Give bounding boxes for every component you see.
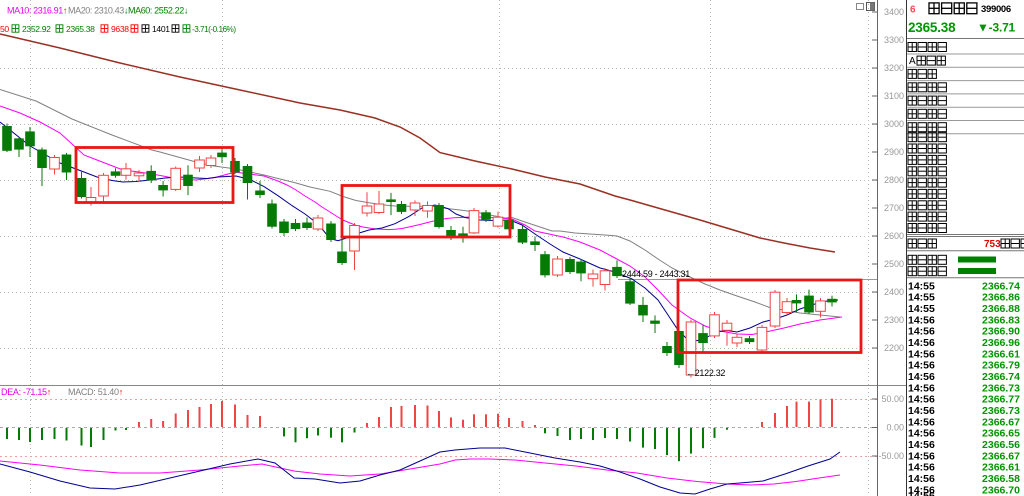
svg-text:2366.67: 2366.67 — [982, 416, 1020, 428]
svg-text:1401: 1401 — [152, 24, 170, 34]
svg-text:14:56: 14:56 — [908, 439, 935, 451]
svg-text:2366.74: 2366.74 — [982, 280, 1020, 292]
svg-text:2366.77: 2366.77 — [982, 394, 1020, 406]
svg-text:14:56: 14:56 — [908, 371, 935, 383]
svg-text:14:56: 14:56 — [908, 360, 935, 372]
svg-text:14:56: 14:56 — [908, 462, 935, 474]
svg-text:14:56: 14:56 — [908, 484, 935, 496]
svg-text:14:56: 14:56 — [908, 450, 935, 462]
svg-text:2366.74: 2366.74 — [982, 371, 1020, 383]
svg-text:2366.79: 2366.79 — [982, 360, 1020, 372]
svg-text:3300: 3300 — [884, 35, 904, 45]
svg-text:14:56: 14:56 — [908, 326, 935, 338]
svg-text:50.00: 50.00 — [881, 394, 904, 404]
svg-text:2600: 2600 — [884, 231, 904, 241]
svg-text:2366.96: 2366.96 — [982, 337, 1020, 349]
svg-text:9638: 9638 — [111, 24, 129, 34]
svg-text:MA10: 2316.91↑MA20: 2310.43↓MA: MA10: 2316.91↑MA20: 2310.43↓MA60: 2552.2… — [7, 6, 188, 16]
svg-text:2366.86: 2366.86 — [982, 292, 1020, 304]
svg-text:2366.70: 2366.70 — [982, 484, 1020, 496]
svg-text:2366.65: 2366.65 — [982, 428, 1020, 440]
svg-text:14:55: 14:55 — [908, 292, 935, 304]
svg-text:399006: 399006 — [981, 4, 1011, 15]
svg-text:14:56: 14:56 — [908, 337, 935, 349]
svg-text:A: A — [909, 56, 916, 67]
svg-text:2200: 2200 — [884, 343, 904, 353]
svg-text:-3.71(-0.16%): -3.71(-0.16%) — [192, 25, 236, 34]
svg-text:2365.38: 2365.38 — [908, 20, 956, 35]
svg-text:2366.61: 2366.61 — [982, 462, 1020, 474]
svg-text:2366.88: 2366.88 — [982, 303, 1020, 315]
svg-text:14:55: 14:55 — [908, 303, 935, 315]
svg-text:753: 753 — [984, 239, 1001, 250]
svg-text:-50.00: -50.00 — [878, 451, 904, 461]
svg-text:14:55: 14:55 — [908, 280, 935, 292]
svg-text:3100: 3100 — [884, 91, 904, 101]
svg-text:2400: 2400 — [884, 287, 904, 297]
svg-text:←2122.32: ←2122.32 — [686, 368, 725, 378]
svg-text:2800: 2800 — [884, 175, 904, 185]
svg-text:14:56: 14:56 — [908, 314, 935, 326]
svg-text:2366.83: 2366.83 — [982, 314, 1020, 326]
svg-text:14:56: 14:56 — [908, 428, 935, 440]
svg-text:14:56: 14:56 — [908, 490, 935, 496]
svg-text:2365.38: 2365.38 — [66, 24, 95, 34]
svg-text:3000: 3000 — [884, 119, 904, 129]
svg-text:14:56: 14:56 — [908, 382, 935, 394]
svg-text:14:56: 14:56 — [908, 394, 935, 406]
svg-text:2366.67: 2366.67 — [982, 450, 1020, 462]
svg-text:14:56: 14:56 — [908, 416, 935, 428]
svg-text:2366.56: 2366.56 — [982, 439, 1020, 451]
svg-text:14:56: 14:56 — [908, 348, 935, 360]
svg-text:2900: 2900 — [884, 147, 904, 157]
svg-text:2444.59 - 2443.31: 2444.59 - 2443.31 — [622, 269, 690, 279]
svg-text:DEA: -71.15↑MACD: 51.40↑: DEA: -71.15↑ MACD: 51.40↑ — [1, 387, 123, 397]
svg-text:14:56: 14:56 — [908, 473, 935, 485]
svg-text:0.00: 0.00 — [886, 423, 904, 433]
svg-text:2352.92: 2352.92 — [22, 24, 51, 34]
svg-text:2366.90: 2366.90 — [982, 326, 1020, 338]
svg-text:3200: 3200 — [884, 63, 904, 73]
svg-text:14:56: 14:56 — [908, 405, 935, 417]
svg-text:2300: 2300 — [884, 315, 904, 325]
svg-text:6: 6 — [910, 5, 916, 16]
svg-text:2500: 2500 — [884, 259, 904, 269]
svg-text:3400: 3400 — [884, 7, 904, 17]
svg-text:50: 50 — [0, 24, 9, 34]
svg-text:2366.73: 2366.73 — [982, 405, 1020, 417]
svg-text:2366.73: 2366.73 — [982, 382, 1020, 394]
svg-text:2366.58: 2366.58 — [982, 473, 1020, 485]
svg-text:▼-3.71: ▼-3.71 — [977, 21, 1016, 35]
svg-text:2366.61: 2366.61 — [982, 348, 1020, 360]
svg-text:2700: 2700 — [884, 203, 904, 213]
